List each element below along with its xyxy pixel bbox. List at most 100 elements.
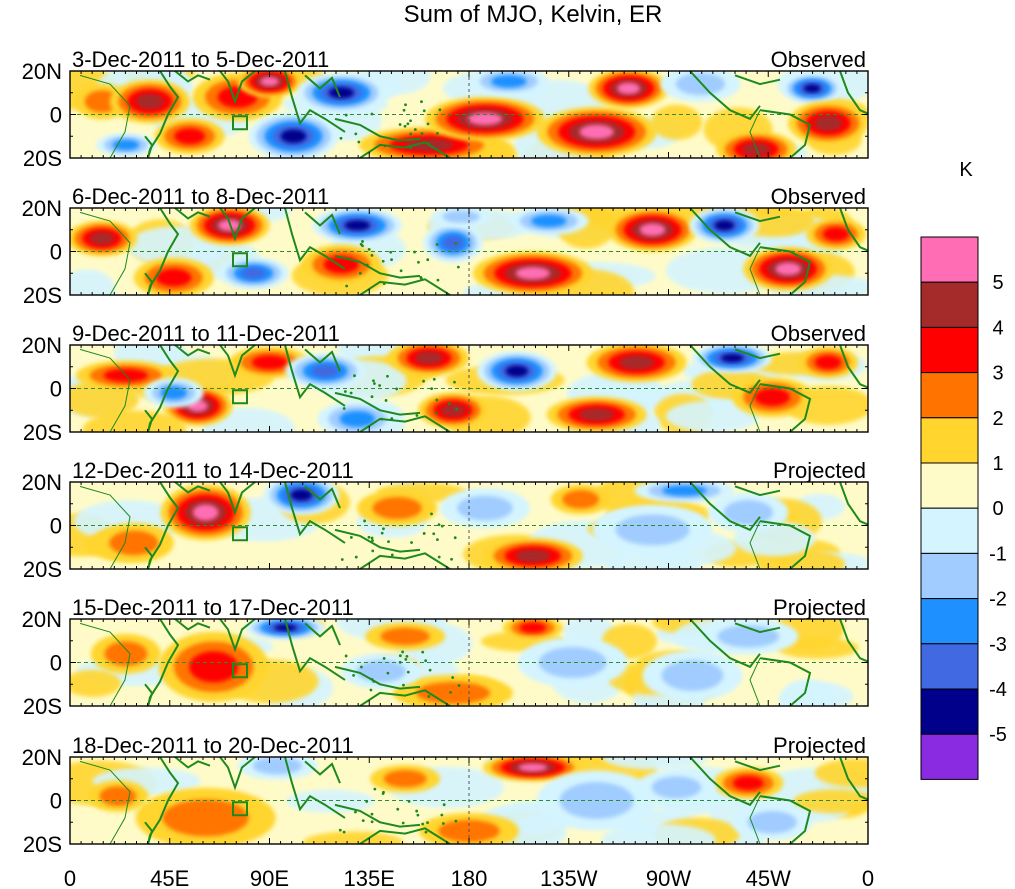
lon-tick-label: 45W [746,866,791,889]
panel-status: Observed [771,321,866,346]
figure-title: Sum of MJO, Kelvin, ER [404,1,663,28]
anomaly-contour [99,786,137,806]
lat-tick-label: 20S [23,146,62,171]
panel-status: Projected [773,595,866,620]
anomaly-contour [416,681,490,705]
panel-status: Projected [773,458,866,483]
colorbar-swatch [920,326,979,374]
anomaly-contour [440,403,466,417]
lon-tick-label: 0 [862,866,874,889]
colorbar-label: 1 [992,453,1003,475]
colorbar-swatch [920,688,979,735]
anomaly-contour [531,214,567,228]
anomaly-contour [328,87,355,99]
anomaly-contour [380,627,430,646]
anomaly-contour [89,232,115,245]
colorbar-swatch [920,643,979,690]
anomaly-contour [174,128,206,145]
lon-tick-label: 135W [540,866,598,889]
anomaly-field [70,208,868,295]
colorbar-swatch [920,733,979,780]
lat-tick-label: 0 [50,240,62,265]
anomaly-contour [457,495,513,521]
anomaly-contour [192,504,219,521]
lat-tick-label: 0 [50,651,62,676]
colorbar-swatch [920,462,979,509]
panel-ticks [69,344,869,433]
anomaly-contour [372,497,422,520]
lon-tick-label: 90E [250,866,289,889]
coastlines [79,345,868,432]
panel-period: 18-Dec-2011 to 20-Dec-2011 [72,733,354,758]
colorbar-swatch [920,236,979,283]
panel-period: 12-Dec-2011 to 14-Dec-2011 [72,458,354,483]
anomaly-contour [732,775,764,791]
panel-period: 15-Dec-2011 to 17-Dec-2011 [72,595,354,620]
panel-5: 20N 0 20S 15-Dec-2011 to 17-Dec-2011 Project… [22,595,869,719]
panel-ticks [69,481,869,570]
anomaly-contour [538,647,607,678]
anomaly-contour [723,500,773,525]
anomaly-contour [442,210,480,223]
panel-ticks [69,207,869,296]
anomaly-contour [615,514,690,546]
lon-tick-label: 180 [451,866,488,889]
lat-tick-label: 20S [23,420,62,445]
anomaly-contour [252,757,303,775]
anomaly-contour [383,770,427,788]
coastlines [79,482,868,569]
anomaly-contour [619,355,654,370]
panel-1: 20N 0 20S 3-Dec-2011 to 5-Dec-2011 Observed [22,47,869,171]
anomaly-contour [747,811,797,834]
anomaly-contour [442,235,464,250]
anomaly-contour [251,355,288,370]
anomaly-contour [775,262,802,276]
colorbar-swatch [920,507,979,554]
lat-tick-label: 20S [23,557,62,582]
coastlines [79,208,868,295]
anomaly-contour [467,112,503,126]
anomaly-contour [290,489,313,501]
panel-status: Observed [771,47,866,72]
anomaly-contour [415,351,444,365]
anomaly-contour [189,651,239,683]
colorbar-swatch [920,552,979,600]
anomaly-contour [109,530,159,556]
region-box [232,663,248,679]
anomaly-contour [515,549,551,563]
coastlines [79,619,868,706]
anomaly-contour [803,84,821,93]
colorbar-label: -2 [989,589,1007,611]
lat-tick-label: 20N [22,59,62,84]
panel-ticks [69,756,869,845]
lat-tick-label: 20N [22,607,62,632]
anomaly-contour [491,75,527,88]
colorbar-units: K [959,159,973,181]
anomaly-contour [814,355,842,370]
colorbar-swatch [920,598,979,645]
anomaly-contour [241,267,266,279]
lat-tick-label: 0 [50,514,62,539]
panel-period: 6-Dec-2011 to 8-Dec-2011 [72,184,329,209]
lat-tick-label: 20S [23,283,62,308]
anomaly-contour [661,660,724,691]
lon-tick-label: 45E [150,866,189,889]
panel-period: 9-Dec-2011 to 11-Dec-2011 [72,321,340,346]
panel-2: 20N 0 20S 6-Dec-2011 to 8-Dec-2011 Observed [22,184,869,308]
anomaly-contour [344,220,371,231]
region-box [232,801,248,817]
lat-tick-label: 20N [22,470,62,495]
anomaly-contour [155,268,192,287]
colorbar-swatch [920,281,979,328]
x-axis: 0 45E 90E 135E 180 135W 90W 45W 0 [64,866,874,889]
anomaly-contour [639,223,666,237]
lat-tick-label: 0 [50,789,62,814]
colorbar-swatch [920,372,979,419]
anomaly-contour [162,799,249,837]
colorbar-label: 3 [992,363,1003,385]
anomaly-contour [519,622,547,634]
anomaly-contour [84,90,120,113]
anomaly-contour [720,353,744,363]
anomaly-contour [135,93,164,110]
